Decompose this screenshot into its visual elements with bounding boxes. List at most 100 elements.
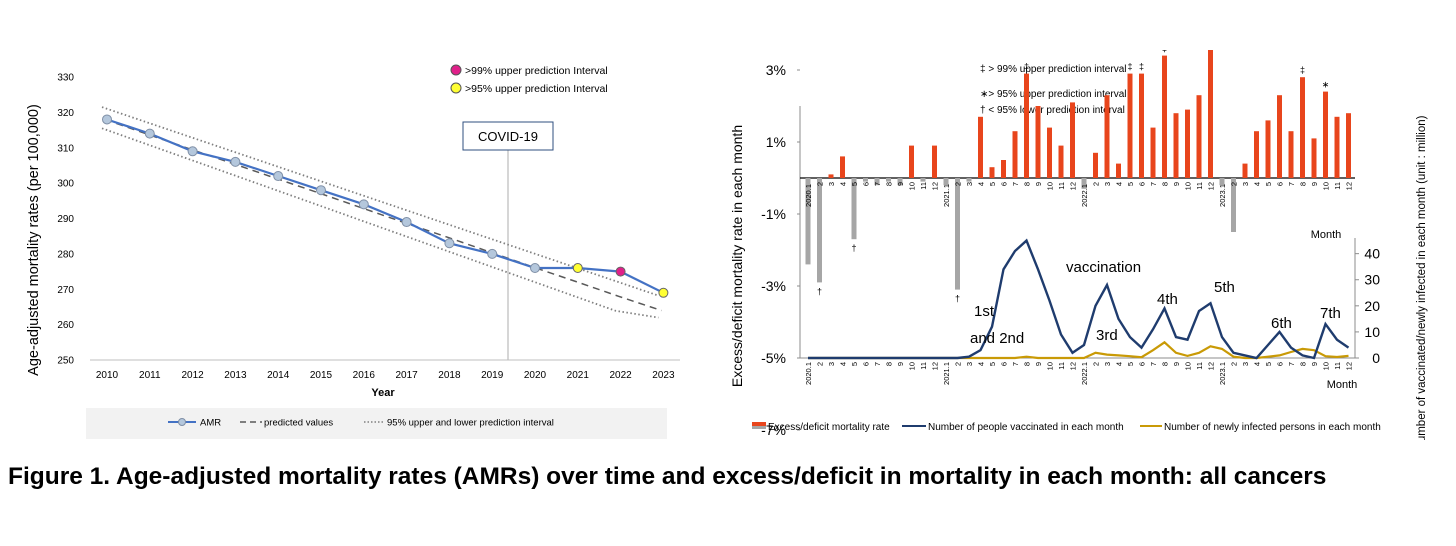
phase-label-6th: 6th [1271,315,1292,332]
phase-label-4th: 4th [1157,291,1178,308]
excess-bar [909,145,914,178]
month-label-bottom: 12 [1345,362,1354,370]
significance-marker: ‡ [1139,62,1144,72]
excess-y-axis: 5%3%1%-1%-3%-5%-7%-9% [761,62,800,438]
excess-bar [1219,178,1225,186]
month-label-top: 9 [1034,182,1043,186]
amr-point [358,199,369,210]
excess-bar [1288,131,1294,178]
month-label-top: 6 [1276,182,1285,186]
month-label-top: 9 [1172,182,1181,186]
month-label-bottom: 7 [873,362,882,366]
significance-notes: ‡ > 99% upper prediction interval ∗> 95%… [980,64,1127,116]
excess-bar [1012,131,1018,178]
phase-label-3rd: 3rd [1096,327,1118,344]
excess-y-tick-label: 3% [766,62,786,78]
month-label-top: 2 [954,182,963,186]
excess-bar [863,178,868,182]
excess-bar [943,178,949,186]
significance-marker: † [955,294,960,304]
month-label-top: 12 [931,182,940,190]
month-label-top: 11 [919,182,928,190]
secondary-lines [808,238,1350,360]
amr-x-tick-label: 2021 [567,370,590,381]
legend-bar-swatch-grey [752,426,766,429]
month-label-top: 8 [1161,182,1170,186]
amr-x-tick-label: 2018 [438,370,461,381]
excess-y-tick-label: -1% [761,206,786,222]
month-label-top: 4 [977,182,986,186]
phase-label-7th: 7th [1320,305,1341,322]
legend-bar-label: Excess/deficit mortality rate [768,422,890,433]
month-label-bottom: 9 [1310,362,1319,366]
month-label-bottom: 2022.1 [1080,362,1089,385]
legend-bar-swatch [752,422,766,426]
month-label-bottom: 5 [988,362,997,366]
month-label-bottom: 10 [908,362,917,370]
amr-point [144,128,155,139]
significance-marker: † [851,243,856,253]
amr-point [273,171,284,182]
amr-point [530,263,540,274]
month-label-top: 7 [873,182,882,186]
excess-bars [805,50,1351,290]
month-label-top: 12 [1069,182,1078,190]
lower-interval-line [101,127,659,319]
month-label-bottom: 3 [965,362,974,366]
excess-bar [1323,91,1328,178]
secondary-y-tick-label: 10 [1364,324,1380,340]
month-label-bottom: 3 [1241,362,1250,366]
month-label-top: 10 [1322,182,1331,190]
month-label-top: 10 [1184,182,1193,190]
excess-bar [1196,95,1202,178]
amr-y-tick-label: 330 [57,73,74,84]
vaccination-phase-labels: 1st and 2nd vaccination 3rd 4th 5th 6th 7th [970,259,1341,347]
amr-x-tick-label: 2012 [181,370,204,381]
month-label-bottom: 11 [1333,362,1342,370]
month-label-bottom: 2 [1092,362,1101,366]
month-label-top: 6 [1000,182,1009,186]
amr-x-tick-label: 2019 [481,370,504,381]
month-label-bottom: 10 [1184,362,1193,370]
legend-vaccinated-label: Number of people vaccinated in each mont… [928,422,1124,433]
month-label-bottom: 9 [896,362,905,366]
amr-point [102,114,112,125]
excess-bar [932,145,937,178]
note-95: ∗> 95% upper prediction interval [980,89,1127,100]
month-label-bottom: 12 [1069,362,1078,370]
amr-y-axis-label: Age-adjusted mortality rates (per 100,00… [26,104,42,376]
month-label-top: 2023.1 [1218,184,1227,207]
excess-bar [1162,55,1167,178]
significance-marker: ∗ [1322,80,1330,90]
amr-x-tick-label: 2017 [395,370,418,381]
excess-bar [1024,73,1029,178]
legend-interval-label: 95% upper and lower prediction interval [387,418,554,429]
excess-y-tick-label: 1% [766,134,786,150]
legend-amr-label: AMR [200,418,221,429]
amr-y-tick-label: 300 [57,179,74,190]
month-label-top: 11 [1057,182,1066,190]
vaccinated-line [808,238,1350,360]
amr-y-axis: 250 260 270 280 290 300 310 320 330 [57,73,74,367]
excess-bar [1185,109,1190,178]
month-label-bottom: 4 [839,362,848,366]
phase-label-5th: 5th [1214,279,1235,296]
amr-point [615,266,626,277]
month-label-top: 4 [839,182,848,186]
month-label-top: 2 [1230,182,1239,186]
amr-x-tick-label: 2015 [310,370,333,381]
month-label-bottom: 2023.1 [1218,362,1227,385]
month-label-top: 5 [850,182,859,186]
predicted-values-line [104,118,662,312]
month-label-bottom: 7 [1011,362,1020,366]
excess-bar [897,178,903,186]
excess-y-tick-label: -7% [761,422,786,438]
amr-x-tick-label: 2023 [652,370,675,381]
month-label-top: 2020.1 [804,184,813,207]
month-label-bottom: 7 [1287,362,1296,366]
excess-bar [966,178,972,182]
excess-legend: Excess/deficit mortality rate Number of … [752,422,1381,433]
excess-bar [817,178,822,283]
month-label-bottom: 4 [1253,362,1262,366]
excess-bar [1001,160,1006,178]
